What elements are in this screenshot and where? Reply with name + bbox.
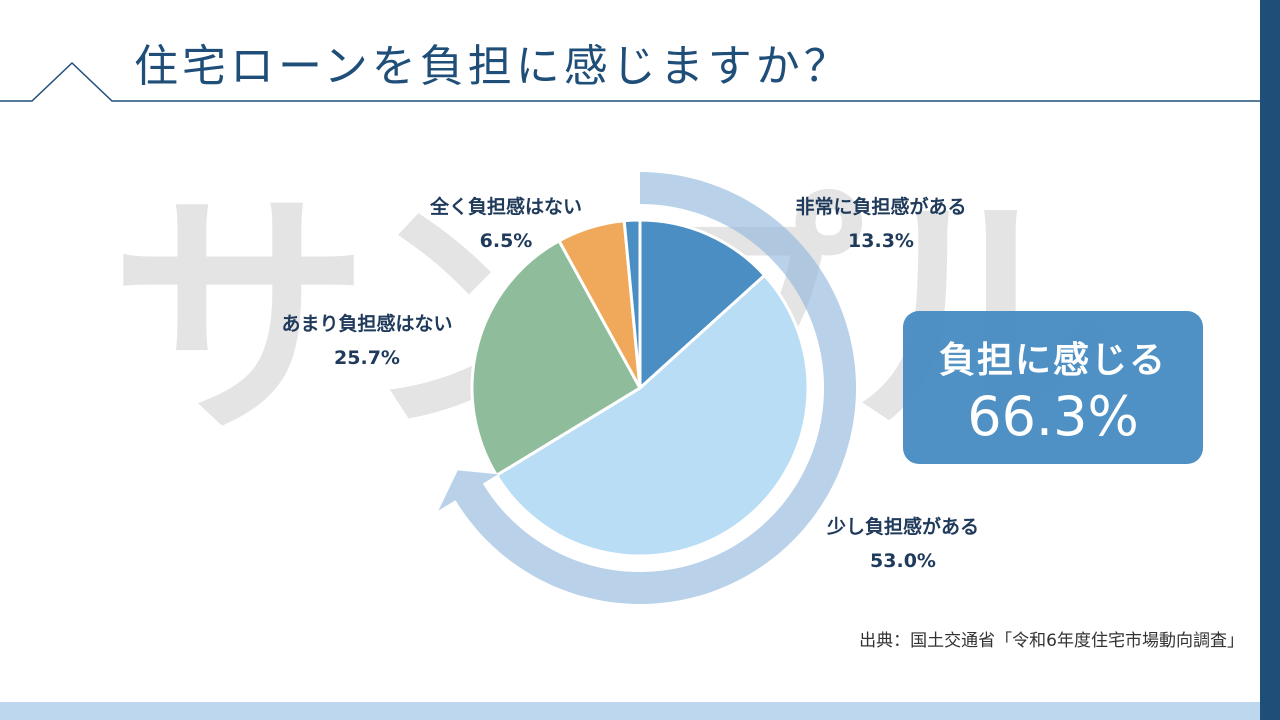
pie-slices: [470, 218, 810, 558]
pie-slice-0: [638, 218, 767, 392]
header-underline: [0, 61, 1260, 102]
slice-label-text: 少し負担感がある: [826, 516, 979, 538]
highlight-label: 負担に感じる: [938, 340, 1167, 381]
right-accent-bar: [1260, 0, 1280, 720]
slice-label-not-very-burdened: あまり負担感はない 25.7%: [262, 307, 472, 375]
slice-label-text: 全く負担感はない: [429, 196, 582, 218]
source-note: 出典：国土交通省「令和6年度住宅市場動向調査」: [859, 631, 1244, 651]
slice-label-not-burdened: 全く負担感はない 6.5%: [406, 190, 606, 258]
slice-label-text: あまり負担感はない: [281, 313, 453, 335]
highlight-box: 負担に感じる 66.3%: [903, 311, 1203, 464]
slice-label-text: 非常に負担感がある: [795, 196, 967, 218]
highlight-value: 66.3%: [967, 385, 1139, 448]
pie-slice-1: [494, 273, 810, 558]
slice-label-value: 13.3%: [848, 230, 914, 252]
page-title: 住宅ローンを負担に感じますか？: [134, 41, 852, 92]
pie-slice-2: [470, 238, 643, 478]
bottom-accent-bar: [0, 702, 1260, 720]
pie-slice-4: [622, 218, 642, 389]
slice-label-value: 25.7%: [334, 347, 400, 369]
slice-label-value: 53.0%: [870, 550, 936, 572]
slice-label-very-burdened: 非常に負担感がある 13.3%: [781, 190, 981, 258]
slice-label-value: 6.5%: [479, 230, 533, 252]
slice-label-somewhat-burdened: 少し負担感がある 53.0%: [803, 510, 1003, 578]
